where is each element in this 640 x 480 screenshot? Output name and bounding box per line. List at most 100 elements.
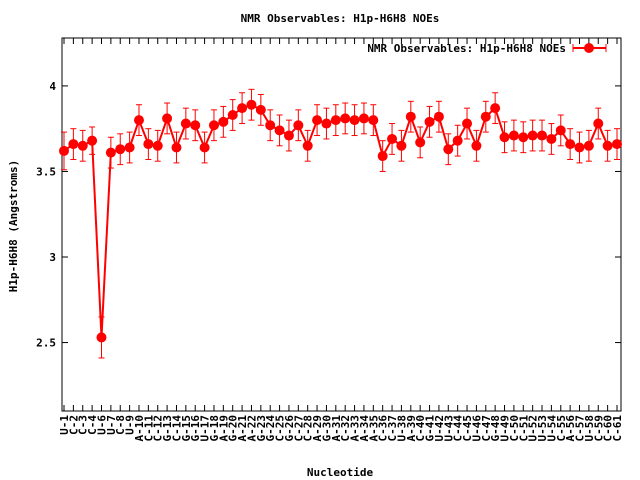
x-tick-label: U-52 — [527, 415, 540, 442]
x-tick-label: C-50 — [508, 415, 521, 442]
x-tick-label: G-48 — [489, 415, 502, 442]
data-point — [602, 140, 613, 151]
x-tick-label: G-18 — [208, 415, 221, 442]
chart-title: NMR Observables: H1p-H6H8 NOEs — [241, 12, 440, 25]
x-tick-label: C-45 — [461, 415, 474, 442]
data-point — [274, 125, 285, 136]
x-tick-label: C-36 — [377, 415, 390, 442]
x-tick-label: A-33 — [349, 415, 362, 442]
x-tick-label: G-15 — [180, 415, 193, 442]
y-tick-label: 4 — [49, 80, 56, 93]
data-point — [480, 111, 491, 122]
x-tick-label: A-22 — [245, 415, 258, 442]
x-tick-label: A-39 — [405, 415, 418, 442]
x-tick-label: G-24 — [264, 415, 277, 442]
data-point — [499, 132, 510, 143]
data-point — [312, 115, 323, 126]
data-point — [105, 147, 116, 158]
data-point — [87, 135, 98, 146]
data-point — [77, 140, 88, 151]
data-point — [490, 103, 501, 114]
x-tick-label: A-56 — [564, 415, 577, 442]
x-tick-label: C-47 — [480, 415, 493, 442]
data-point — [68, 139, 79, 150]
x-tick-label: U-6 — [95, 415, 108, 435]
data-point — [246, 99, 257, 110]
x-axis-label: Nucleotide — [307, 466, 374, 479]
x-tick-label: C-60 — [602, 415, 615, 442]
x-tick-label: C-51 — [517, 415, 530, 442]
data-points — [59, 99, 622, 343]
plot-frame — [61, 37, 622, 412]
data-point — [293, 120, 304, 131]
data-point — [546, 133, 557, 144]
x-axis: U-1C-2C-3C-4U-6U-7C-8U-9A-10C-11C-12G-13… — [58, 38, 624, 442]
x-tick-label: C-14 — [170, 415, 183, 442]
data-point — [255, 104, 266, 115]
x-tick-label: U-9 — [124, 415, 137, 435]
data-point — [340, 113, 351, 124]
x-tick-label: A-35 — [367, 415, 380, 442]
data-point — [152, 140, 163, 151]
data-point — [283, 130, 294, 141]
data-point — [237, 103, 248, 114]
data-point — [471, 140, 482, 151]
data-point — [433, 111, 444, 122]
data-point — [190, 120, 201, 131]
x-tick-label: C-11 — [142, 415, 155, 442]
data-point — [302, 140, 313, 151]
data-point — [508, 130, 519, 141]
x-tick-label: U-43 — [442, 415, 455, 442]
data-point — [612, 139, 622, 150]
data-point — [115, 144, 126, 155]
data-point — [265, 120, 276, 131]
error-bars — [61, 88, 620, 359]
data-point — [405, 111, 416, 122]
x-tick-label: A-31 — [330, 415, 343, 442]
x-tick-label: G-23 — [255, 415, 268, 442]
x-tick-label: C-4 — [86, 415, 99, 435]
x-tick-label: U-42 — [433, 415, 446, 442]
data-point — [377, 151, 388, 162]
data-point — [171, 142, 182, 153]
data-point — [59, 145, 69, 156]
data-point — [227, 109, 238, 120]
x-tick-label: U-17 — [199, 415, 212, 442]
data-point — [96, 332, 107, 343]
x-tick-label: C-25 — [274, 415, 287, 442]
data-point — [415, 137, 426, 148]
data-point — [574, 142, 585, 153]
y-tick-label: 3.5 — [36, 165, 56, 178]
x-tick-label: C-44 — [452, 415, 465, 442]
data-point — [218, 116, 229, 127]
legend-marker — [584, 43, 594, 53]
x-tick-label: C-27 — [292, 415, 305, 442]
data-point — [396, 140, 407, 151]
x-tick-label: U-53 — [536, 415, 549, 442]
x-tick-label: C-61 — [611, 415, 624, 442]
x-tick-label: G-30 — [320, 415, 333, 442]
data-point — [518, 132, 529, 143]
x-tick-label: U-38 — [395, 415, 408, 442]
x-tick-label: A-29 — [311, 415, 324, 442]
x-tick-label: C-37 — [386, 415, 399, 442]
legend-label: NMR Observables: H1p-H6H8 NOEs — [367, 42, 566, 55]
x-tick-label: C-40 — [414, 415, 427, 442]
data-point — [180, 118, 191, 129]
data-point — [143, 139, 154, 150]
x-tick-label: G-16 — [189, 415, 202, 442]
data-point — [358, 113, 369, 124]
legend: NMR Observables: H1p-H6H8 NOEs — [367, 42, 607, 55]
x-tick-label: G-41 — [424, 415, 437, 442]
x-tick-label: A-21 — [236, 415, 249, 442]
x-tick-label: A-34 — [358, 415, 371, 442]
y-axis: 2.5 3 3.5 4 — [36, 80, 621, 350]
x-tick-label: U-58 — [583, 415, 596, 442]
x-tick-label: G-13 — [161, 415, 174, 442]
x-tick-label: C-32 — [339, 415, 352, 442]
y-tick-label: 3 — [49, 251, 56, 264]
data-point — [583, 140, 594, 151]
data-point — [555, 125, 566, 136]
data-point — [387, 133, 398, 144]
x-tick-label: U-1 — [58, 415, 71, 435]
